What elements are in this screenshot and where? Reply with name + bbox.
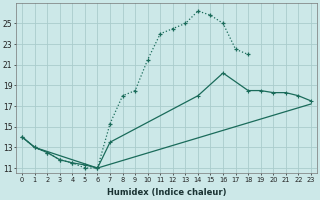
X-axis label: Humidex (Indice chaleur): Humidex (Indice chaleur) <box>107 188 226 197</box>
